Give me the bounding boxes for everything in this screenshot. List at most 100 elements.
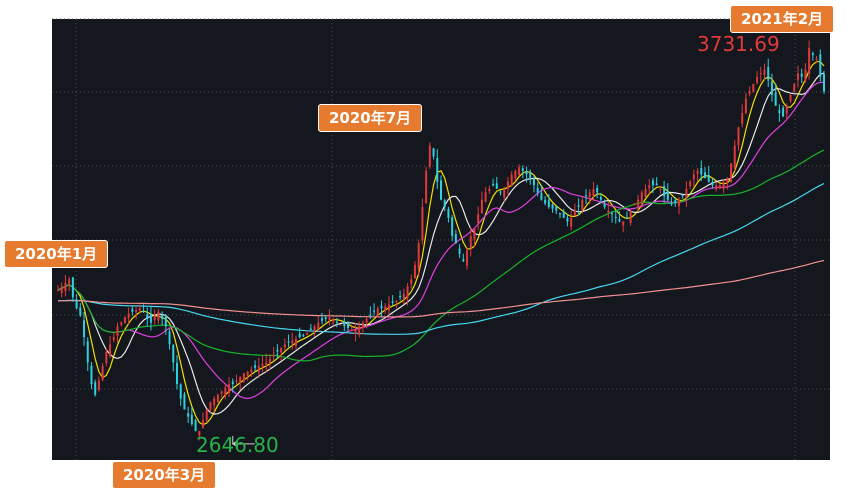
candle-body [131,308,134,312]
candle-body [529,172,532,179]
candle-body [64,282,67,292]
candle-body [733,145,736,168]
candle-body [588,192,591,198]
candle-body [570,217,573,227]
extreme-markers [232,435,255,448]
candle-body [544,199,547,204]
candle-body [153,315,156,320]
candle-body [451,217,454,236]
candle-body [335,321,338,323]
candle-body [361,322,364,328]
annotation-2020-mar: 2020年3月 [112,461,217,489]
candle-body [149,313,152,323]
candle-body [164,316,167,327]
candle-body [599,196,602,200]
candle-body [123,317,126,324]
candle-body [704,172,707,179]
candle-body [205,409,208,421]
candles [57,40,825,441]
candle-body [317,322,320,330]
candle-body [625,217,628,219]
candle-body [506,181,509,189]
candle-body [558,212,561,215]
ma-line-10 [57,72,825,415]
candle-body [395,300,398,302]
candle-body [536,187,539,193]
candle-body [473,228,476,240]
candle-body [261,364,264,367]
candle-body [666,191,669,200]
candle-body [633,203,636,206]
candle-body [265,362,268,365]
candle-body [254,365,257,368]
candle-body [127,313,130,319]
candle-body [789,94,792,102]
candle-body [71,277,74,298]
candle-body [57,290,59,292]
candle-body [637,199,640,207]
candle-body [391,301,394,303]
candle-body [142,311,145,313]
candle-body [469,235,472,249]
candle-body [793,84,796,92]
candle-body [157,311,160,321]
candle-body [618,218,621,222]
candle-body [384,306,387,311]
candle-body [689,181,692,187]
moving-average-lines [57,61,825,426]
candle-body [328,317,331,320]
candle-body [112,337,115,341]
candle-body [68,279,71,284]
candle-body [663,186,666,197]
candle-body [685,188,688,199]
candle-body [257,366,260,372]
candle-body [235,380,238,382]
candle-body [242,373,245,382]
candle-body [737,127,740,146]
candle-body [767,66,770,81]
candle-body [547,200,550,207]
candle-body [655,183,658,186]
ma-line-20 [57,81,824,400]
candle-body [365,319,368,323]
candle-body [744,98,747,113]
candle-body [198,431,201,436]
candle-body [313,326,316,332]
candle-body [808,47,811,74]
candle-body [276,349,279,352]
candle-body [172,344,175,363]
ma-line-60 [57,149,825,362]
candle-body [804,69,807,82]
candle-body [495,183,498,189]
candle-body [510,174,513,187]
candle-body [83,320,86,338]
candle-body [525,171,528,175]
annotation-2021-feb: 2021年2月 [730,5,835,33]
candle-body [447,209,450,218]
candle-body [86,341,89,363]
candle-body [477,214,480,224]
candle-body [748,91,751,95]
candle-body [417,243,420,269]
candle-body [399,295,402,298]
candle-body [309,328,312,330]
candle-body [413,264,416,279]
candle-body [521,168,524,171]
candle-body [562,211,565,218]
candle-body [146,314,149,320]
candle-body [458,248,461,254]
candle-body [603,204,606,207]
candle-body [138,308,141,311]
candle-body [402,293,405,300]
candle-body [246,371,249,376]
candle-body [60,286,63,293]
candle-body [75,300,78,309]
candle-body [101,366,104,380]
candle-body [179,384,182,399]
candle-body [421,206,424,241]
candle-body [659,188,662,190]
candle-body [741,112,744,124]
candle-body [369,314,372,316]
annotation-2020-jul: 2020年7月 [318,104,423,132]
